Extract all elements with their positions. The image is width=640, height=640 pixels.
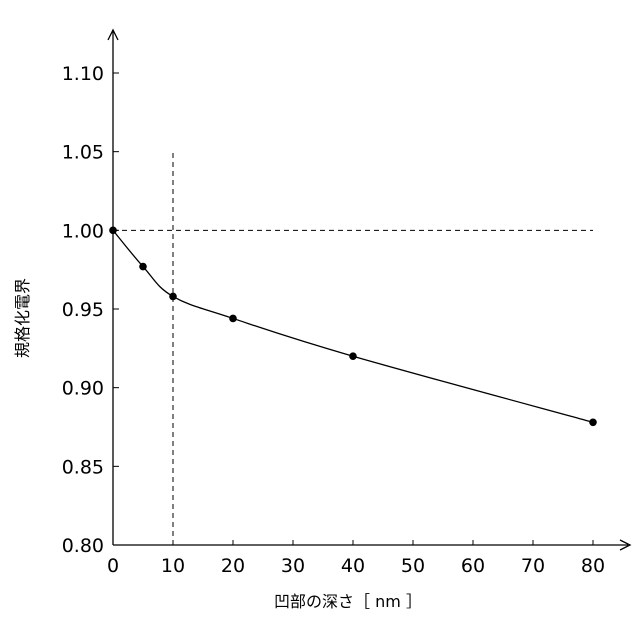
data-point: [589, 418, 597, 426]
y-tick-label: 0.95: [62, 299, 104, 321]
x-tick-label: 80: [581, 555, 605, 577]
axes: [108, 30, 630, 550]
data-point: [169, 293, 177, 301]
y-axis-ticks: 0.80 0.85 0.90 0.95 1.00 1.05 1.10: [62, 63, 119, 557]
y-axis-title: 規格化電界: [13, 278, 32, 358]
x-tick-label: 70: [521, 555, 545, 577]
x-tick-label: 30: [281, 555, 305, 577]
x-tick-label: 10: [161, 555, 185, 577]
data-point: [109, 227, 117, 235]
data-point: [349, 352, 357, 360]
y-tick-label: 1.05: [62, 142, 104, 164]
y-tick-label: 0.85: [62, 456, 104, 478]
x-tick-label: 0: [107, 555, 119, 577]
y-tick-label: 0.80: [62, 535, 104, 557]
series-line: [113, 230, 593, 422]
y-tick-label: 1.00: [62, 220, 104, 242]
x-tick-label: 50: [401, 555, 425, 577]
x-tick-label: 40: [341, 555, 365, 577]
data-point: [229, 315, 237, 323]
x-tick-label: 20: [221, 555, 245, 577]
x-axis-title: 凹部の深さ［ nm ］: [274, 592, 422, 611]
data-point: [139, 263, 147, 271]
x-tick-label: 60: [461, 555, 485, 577]
reference-lines: [113, 152, 593, 545]
data-series: [109, 227, 597, 427]
y-tick-label: 1.10: [62, 63, 104, 85]
y-tick-label: 0.90: [62, 378, 104, 400]
